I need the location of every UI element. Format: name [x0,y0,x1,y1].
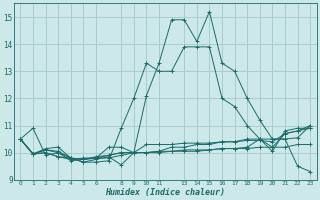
X-axis label: Humidex (Indice chaleur): Humidex (Indice chaleur) [105,188,225,197]
